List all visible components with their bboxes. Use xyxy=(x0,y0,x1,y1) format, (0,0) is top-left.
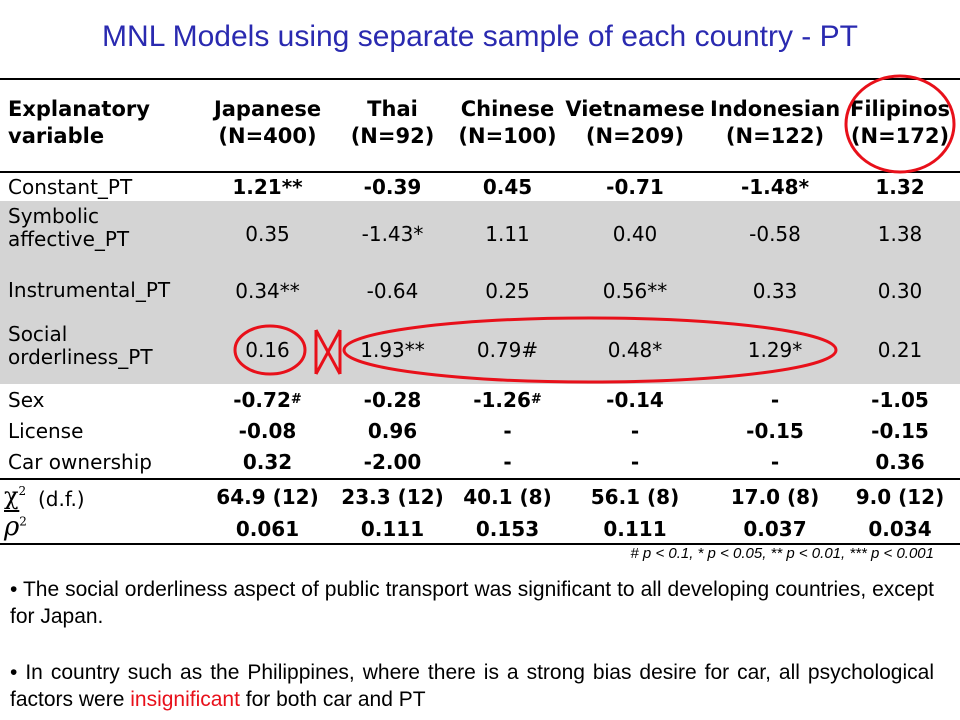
table-bottom-rule xyxy=(0,543,960,545)
table-cell: -0.72 # xyxy=(233,387,302,412)
table-cell: -1.05 xyxy=(871,387,929,412)
table-cell: -1.26 # xyxy=(473,387,542,412)
table-cell: 0.34** xyxy=(235,279,300,303)
table-cell: 0.16 xyxy=(245,338,290,362)
table-cell: 0.36 xyxy=(875,450,925,474)
row-label-license: License xyxy=(8,419,84,443)
chi-square-cell: 9.0 (12) xyxy=(855,485,945,509)
rho-bar-squared-symbol: ρ2 xyxy=(4,512,27,542)
table-cell: -1.48* xyxy=(740,175,810,199)
table-cell: -0.08 xyxy=(238,418,297,443)
table-cell: 0.30 xyxy=(877,279,923,303)
table-cell: 1.32 xyxy=(875,175,925,199)
table-cell: -0.14 xyxy=(606,387,664,412)
rho-squared-cell: 0.111 xyxy=(360,517,425,541)
table-cell: -0.39 xyxy=(363,175,422,199)
stats-top-rule xyxy=(0,478,960,480)
table-cell: 0.48* xyxy=(607,338,663,362)
chi-square-cell: 23.3 (12) xyxy=(341,485,444,509)
table-cell: 0.45 xyxy=(482,175,533,199)
table-cell: 0.40 xyxy=(612,221,658,246)
table-top-rule xyxy=(0,78,960,80)
chi-square-cell: 64.9 (12) xyxy=(216,485,319,509)
contrast-mark xyxy=(314,329,342,375)
chi-square-cell: 17.0 (8) xyxy=(730,485,820,509)
table-cell: 0.25 xyxy=(485,279,530,303)
chi-square-cell: 56.1 (8) xyxy=(590,485,680,509)
row-label-sex: Sex xyxy=(8,388,45,412)
table-cell: 0.79# xyxy=(476,338,539,362)
bullet-1-text: The social orderliness aspect of public … xyxy=(10,578,934,629)
table-cell: - xyxy=(630,418,640,443)
rho-squared-cell: 0.037 xyxy=(743,517,807,541)
header-variable: Explanatory variable xyxy=(8,97,150,149)
header-bottom-rule xyxy=(0,171,960,173)
table-cell: 1.93** xyxy=(360,338,425,362)
row-label-constant: Constant_PT xyxy=(8,175,133,199)
table-cell: -0.15 xyxy=(871,418,929,443)
significance-footnote: # p < 0.1, * p < 0.05, ** p < 0.01, *** … xyxy=(630,545,934,562)
japanese-orderliness-circle xyxy=(233,324,307,376)
bullet-2: • In country such as the Philippines, wh… xyxy=(10,659,934,714)
header-chinese: Chinese (N=100) xyxy=(458,97,557,149)
table-cell: -0.58 xyxy=(749,221,801,246)
bullet-1: • The social orderliness aspect of publi… xyxy=(10,576,934,631)
chi-square-cell: 40.1 (8) xyxy=(463,485,552,509)
table-cell: - xyxy=(770,450,780,474)
rho-squared-cell: 0.111 xyxy=(603,517,667,541)
insignificant-highlight: insignificant xyxy=(130,688,240,712)
row-label-instrumental: Instrumental_PT xyxy=(8,278,171,302)
shaded-band xyxy=(0,201,960,384)
table-cell: - xyxy=(503,450,512,474)
rho-squared-cell: 0.034 xyxy=(868,517,932,541)
header-filipinos: Filipinos (N=172) xyxy=(849,97,951,149)
filipinos-circle xyxy=(844,74,956,174)
table-cell: -0.71 xyxy=(606,175,664,199)
table-cell: 0.96 xyxy=(367,418,418,443)
table-cell: - xyxy=(503,418,512,443)
developing-orderliness-circle xyxy=(342,316,838,384)
header-vietnamese: Vietnamese (N=209) xyxy=(565,97,705,149)
table-cell: 1.21** xyxy=(232,175,303,199)
header-thai: Thai (N=92) xyxy=(350,97,435,149)
slide-title: MNL Models using separate sample of each… xyxy=(102,20,858,53)
bullet-2-tail: for both car and PT xyxy=(239,688,426,712)
table-cell: -0.15 xyxy=(746,418,804,443)
chi-square-symbol: χ2 xyxy=(4,482,27,510)
table-cell: - xyxy=(770,387,780,412)
chi-df-label: (d.f.) xyxy=(38,487,85,511)
header-indonesian: Indonesian (N=122) xyxy=(710,97,841,149)
table-cell: 1.38 xyxy=(877,221,923,246)
table-cell: 0.56** xyxy=(602,279,668,303)
table-cell: -0.28 xyxy=(363,387,422,412)
table-cell: -0.64 xyxy=(366,279,419,303)
table-cell: -1.43* xyxy=(361,221,424,246)
bullet-2-text: In country such as the Philippines, wher… xyxy=(10,661,935,712)
table-cell: - xyxy=(630,450,640,474)
bullet-dot: • xyxy=(10,661,26,684)
row-label-social-orderliness: Social orderliness_PT xyxy=(8,322,153,369)
header-japanese: Japanese (N=400) xyxy=(213,97,322,149)
table-cell: -2.00 xyxy=(363,450,422,474)
row-label-car-ownership: Car ownership xyxy=(8,450,152,474)
table-cell: 1.29* xyxy=(747,338,803,362)
row-label-symbolic-affective: Symbolic affective_PT xyxy=(8,204,130,251)
table-cell: 0.21 xyxy=(877,338,923,362)
table-cell: 0.33 xyxy=(752,279,798,303)
bullet-dot: • xyxy=(10,578,23,601)
rho-squared-cell: 0.153 xyxy=(475,517,540,541)
table-cell: 0.32 xyxy=(242,450,293,474)
rho-squared-cell: 0.061 xyxy=(235,517,300,541)
table-cell: 1.11 xyxy=(485,221,530,246)
table-cell: 0.35 xyxy=(245,221,290,246)
